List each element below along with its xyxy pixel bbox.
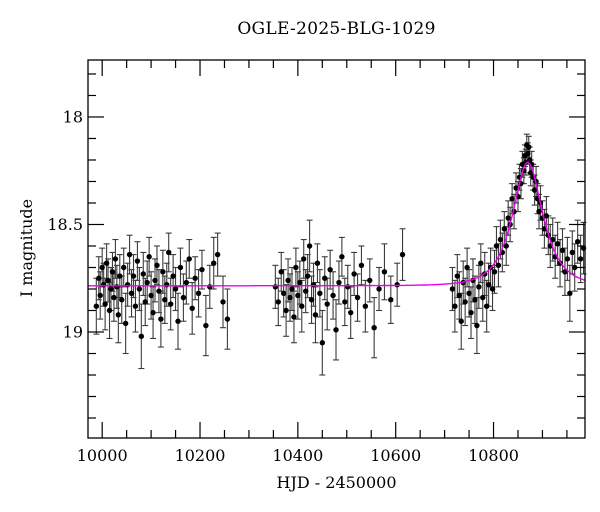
svg-text:10400: 10400 [272,446,323,465]
svg-text:18: 18 [63,107,83,126]
chart-title: OGLE-2025-BLG-1029 [237,19,436,39]
svg-text:10200: 10200 [175,446,226,465]
svg-text:10600: 10600 [370,446,421,465]
svg-text:19: 19 [63,322,83,341]
svg-text:10000: 10000 [77,446,128,465]
x-axis-label: HJD - 2450000 [276,473,397,492]
svg-text:18.5: 18.5 [47,215,83,234]
svg-text:10800: 10800 [468,446,519,465]
